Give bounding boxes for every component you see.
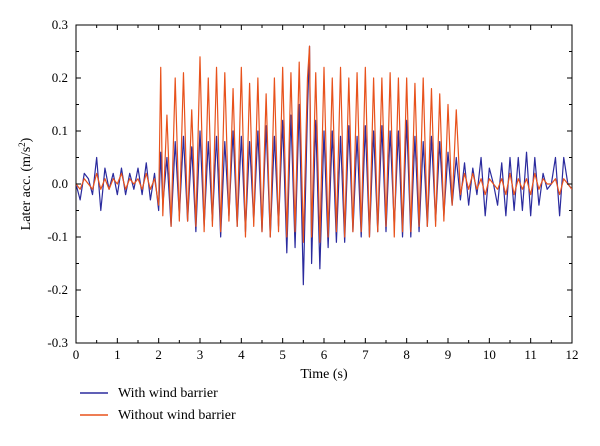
y-tick-label: 0.0: [52, 176, 68, 191]
y-axis-label-superscript: 2: [17, 142, 27, 147]
x-tick-label: 6: [321, 347, 328, 362]
y-tick-label: 0.1: [52, 123, 68, 138]
x-tick-label: 9: [445, 347, 452, 362]
y-tick-label: -0.2: [47, 282, 68, 297]
y-tick-label: -0.1: [47, 229, 68, 244]
y-tick-label: -0.3: [47, 335, 68, 350]
x-tick-label: 11: [524, 347, 537, 362]
x-tick-label: 8: [403, 347, 410, 362]
x-axis-label: Time (s): [300, 367, 348, 382]
x-tick-label: 7: [362, 347, 369, 362]
y-axis-label: Later acc. (m/s2): [17, 137, 34, 230]
ticks-group: 0 1 2 3 4 5 6 7 8 9 10 11 12-0.3-0.2-0.10.00.10.20.3: [47, 17, 578, 362]
y-tick-label: 0.3: [52, 17, 68, 32]
x-tick-label: 10: [483, 347, 496, 362]
x-tick-label: 5: [279, 347, 286, 362]
x-tick-label: 2: [155, 347, 162, 362]
legend-label-1: With wind barrier: [118, 386, 218, 401]
x-tick-label: 1: [114, 347, 121, 362]
series-group: [76, 45, 572, 286]
x-tick-label: 4: [238, 347, 245, 362]
legend-label-2: Without wind barrier: [118, 408, 236, 423]
y-tick-label: 0.2: [52, 70, 68, 85]
series-line-2: [76, 45, 572, 243]
legend: With wind barrier Without wind barrier: [80, 386, 236, 423]
y-axis-label-close: ): [19, 137, 34, 142]
x-tick-label: 0: [73, 347, 80, 362]
x-tick-label: 3: [197, 347, 204, 362]
y-axis-label-main: Later acc. (m/s: [19, 147, 34, 231]
x-tick-label: 12: [566, 347, 579, 362]
